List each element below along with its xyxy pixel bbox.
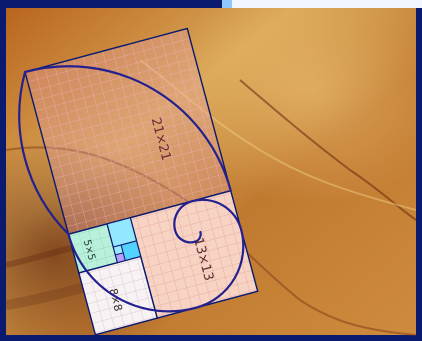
top-strip-accent bbox=[222, 0, 232, 8]
square-13x13: 13×13 bbox=[129, 189, 259, 320]
fibonacci-rectangle: 21×21 13×13 8×8 5×5 bbox=[18, 27, 259, 336]
square-8x8: 8×8 bbox=[77, 255, 159, 336]
square-21x21: 21×21 bbox=[24, 27, 232, 236]
golden-spiral bbox=[18, 65, 245, 313]
small-squares bbox=[106, 217, 142, 264]
top-strip bbox=[232, 0, 422, 8]
label-5x5: 5×5 bbox=[81, 238, 97, 261]
